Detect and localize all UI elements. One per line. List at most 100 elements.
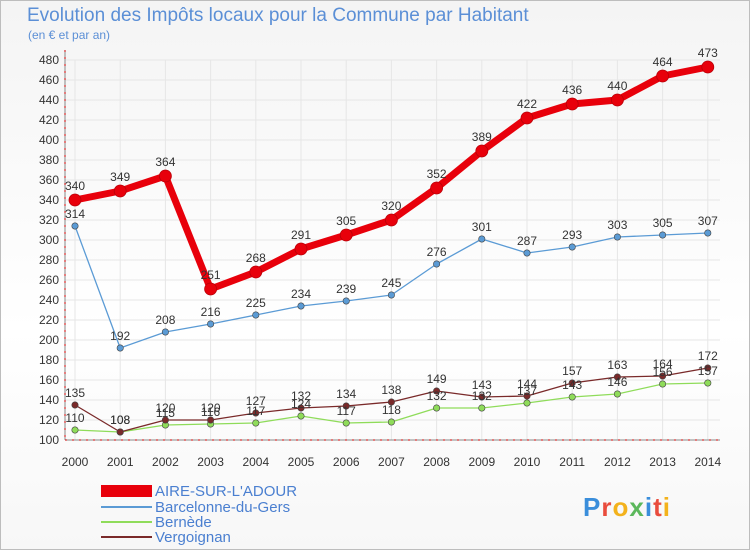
data-label: 293 — [562, 228, 582, 242]
data-label: 276 — [427, 245, 447, 259]
y-tick-label: 320 — [39, 213, 59, 227]
data-label: 108 — [110, 413, 130, 427]
series-point-2 — [71, 426, 79, 434]
data-label: 117 — [337, 404, 356, 418]
series-point-1 — [116, 344, 124, 352]
x-tick-label: 2014 — [694, 455, 721, 469]
data-label: 135 — [65, 386, 85, 400]
data-label: 149 — [427, 372, 447, 386]
series-point-0 — [520, 111, 534, 125]
y-tick-label: 220 — [39, 313, 59, 327]
x-tick-label: 2013 — [649, 455, 676, 469]
data-label: 157 — [698, 364, 718, 378]
data-label: 137 — [517, 384, 537, 398]
series-point-1 — [297, 302, 305, 310]
logo-letter: x — [629, 492, 644, 522]
series-point-3 — [478, 393, 486, 401]
data-label: 138 — [381, 383, 401, 397]
data-label: 320 — [381, 199, 401, 213]
x-tick-label: 2007 — [378, 455, 405, 469]
x-tick-label: 2009 — [468, 455, 495, 469]
data-label: 245 — [381, 276, 401, 290]
data-label: 464 — [653, 55, 673, 69]
y-tick-label: 160 — [39, 373, 59, 387]
data-label: 192 — [110, 329, 130, 343]
data-label: 305 — [653, 216, 673, 230]
series-point-0 — [384, 213, 398, 227]
series-point-3 — [568, 379, 576, 387]
y-tick-label: 200 — [39, 333, 59, 347]
data-label: 124 — [291, 397, 311, 411]
x-tick-label: 2010 — [514, 455, 541, 469]
x-tick-label: 2011 — [559, 455, 585, 469]
series — [68, 60, 715, 436]
series-point-3 — [71, 401, 79, 409]
series-point-2 — [523, 399, 531, 407]
series-point-3 — [613, 373, 621, 381]
legend-label: Vergoignan — [155, 529, 231, 546]
data-label: 143 — [562, 378, 582, 392]
series-point-0 — [611, 93, 624, 107]
data-label: 116 — [201, 405, 220, 419]
series-point-3 — [161, 416, 169, 424]
logo-text: Proxiti — [583, 492, 671, 522]
data-label: 172 — [698, 349, 718, 363]
y-tick-label: 420 — [39, 113, 59, 127]
series-point-1 — [478, 235, 486, 243]
logo-letter: i — [663, 492, 671, 522]
y-tick-label: 340 — [39, 193, 59, 207]
logo-letter: r — [601, 492, 612, 522]
series-point-0 — [158, 169, 172, 183]
y-tick-label: 180 — [39, 353, 59, 367]
series-point-3 — [659, 372, 667, 380]
data-label: 251 — [201, 268, 221, 282]
series-point-3 — [433, 387, 441, 395]
series-point-0 — [294, 242, 308, 256]
series-point-0 — [656, 69, 669, 83]
data-label: 132 — [472, 389, 492, 403]
data-label: 120 — [201, 401, 221, 415]
series-point-3 — [252, 409, 260, 417]
data-label: 134 — [336, 387, 356, 401]
y-tick-label: 280 — [39, 253, 59, 267]
series-point-0 — [249, 265, 263, 279]
data-label: 143 — [472, 378, 492, 392]
series-point-2 — [342, 419, 350, 427]
series-point-0 — [430, 181, 444, 195]
legend: AIRE-SUR-L'ADOURBarcelonne-du-GersBernèd… — [101, 483, 297, 546]
series-point-1 — [568, 243, 576, 251]
data-label: 314 — [65, 207, 85, 221]
data-label: 208 — [155, 313, 175, 327]
series-point-2 — [613, 390, 621, 398]
data-label: 440 — [607, 79, 627, 93]
data-label: 268 — [246, 251, 266, 265]
series-point-0 — [68, 193, 82, 207]
data-label: 364 — [155, 155, 175, 169]
data-label: 120 — [155, 401, 175, 415]
series-point-0 — [113, 184, 127, 198]
logo-letter: t — [653, 492, 663, 522]
series-point-0 — [204, 282, 218, 296]
legend-label: AIRE-SUR-L'ADOUR — [155, 483, 297, 500]
series-point-3 — [297, 404, 305, 412]
x-tick-label: 2003 — [197, 455, 224, 469]
series-point-1 — [659, 231, 667, 239]
series-point-2 — [478, 404, 486, 412]
y-tick-label: 120 — [39, 413, 59, 427]
x-tick-label: 2002 — [152, 455, 179, 469]
x-tick-label: 2008 — [423, 455, 450, 469]
series-point-0 — [339, 228, 353, 242]
data-label: 305 — [336, 214, 356, 228]
x-tick-label: 2004 — [242, 455, 269, 469]
data-label: 118 — [382, 403, 401, 417]
y-tick-label: 140 — [39, 393, 59, 407]
data-label: 234 — [291, 287, 311, 301]
y-tick-label: 380 — [39, 153, 59, 167]
series-point-1 — [704, 229, 712, 237]
data-label: 115 — [156, 406, 175, 420]
data-label: 127 — [246, 394, 266, 408]
y-tick-label: 480 — [39, 53, 59, 67]
series-point-1 — [387, 291, 395, 299]
